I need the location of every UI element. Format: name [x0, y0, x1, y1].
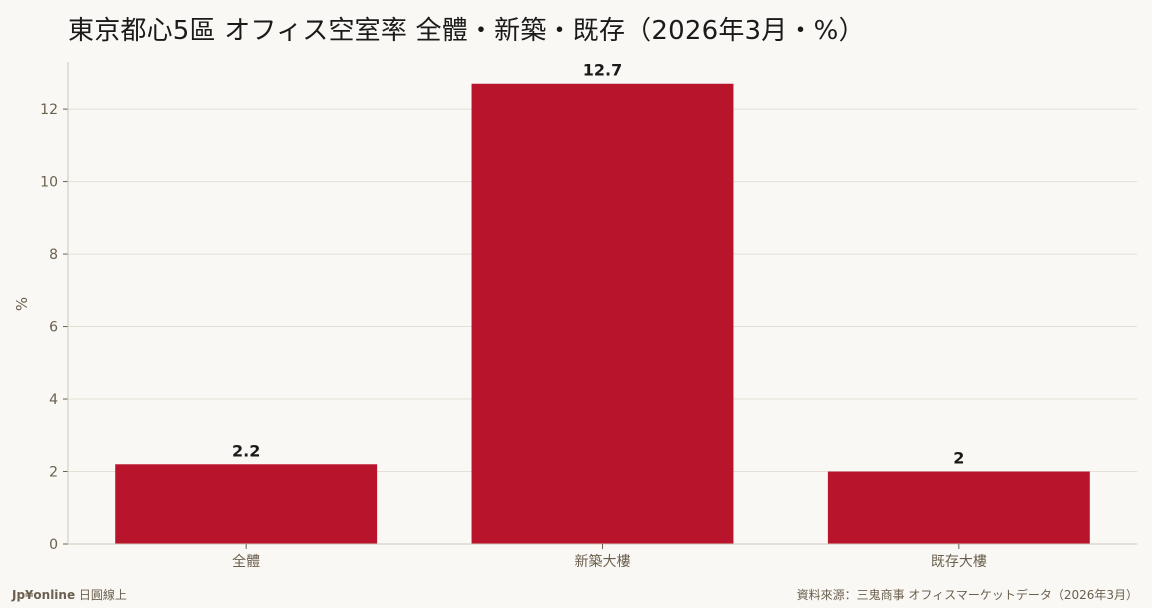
y-axis-label: %	[13, 297, 31, 311]
y-tick-label: 2	[49, 465, 58, 481]
y-tick-label: 6	[49, 320, 58, 336]
axes: 0 2 4 6 8 10 12 全體 新築大樓 既存大樓	[40, 62, 1137, 570]
brand-name: Jp¥online	[12, 588, 76, 602]
bar-1	[471, 83, 734, 545]
brand-suffix: 日圓線上	[75, 588, 127, 602]
x-tick-label-2: 既存大樓	[931, 554, 987, 570]
y-tick-label: 4	[49, 392, 58, 408]
bar-2	[827, 471, 1090, 544]
x-tick-label-0: 全體	[232, 553, 260, 570]
y-tick-label: 8	[49, 247, 58, 263]
value-label-0: 2.2	[232, 441, 260, 460]
footer-brand: Jp¥online 日圓線上	[12, 586, 127, 603]
y-tick-label: 12	[40, 102, 58, 118]
value-label-2: 2	[953, 449, 964, 468]
y-tick-label: 0	[49, 537, 58, 553]
y-tick-label: 10	[40, 175, 58, 191]
x-tick-label-1: 新築大樓	[575, 554, 631, 570]
source-note: 資料來源：三鬼商事 オフィスマーケットデータ（2026年3月）	[796, 588, 1138, 602]
chart-title: 東京都心5區 オフィス空室率 全體・新築・既存（2026年3月・%）	[68, 16, 865, 46]
bars	[115, 83, 1090, 545]
value-label-1: 12.7	[583, 61, 622, 80]
bar-0	[115, 464, 378, 544]
value-labels: 2.2 12.7 2	[232, 61, 964, 468]
